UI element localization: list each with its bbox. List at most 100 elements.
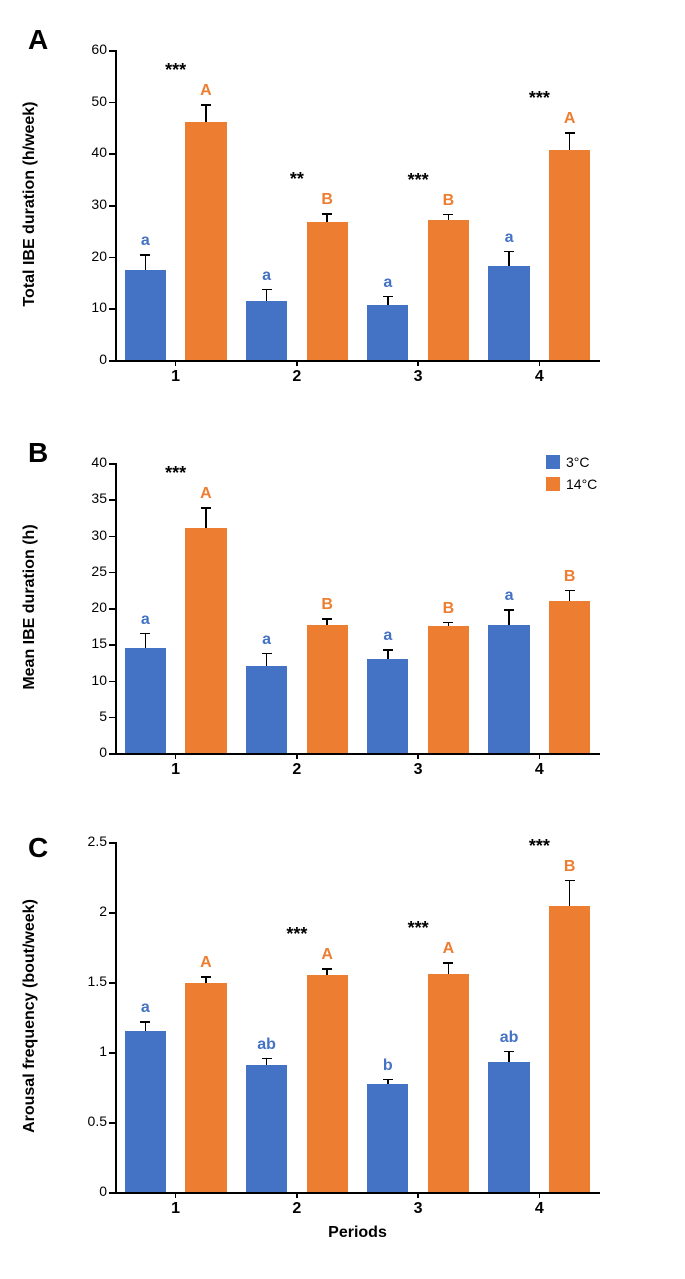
legend-swatch — [546, 477, 560, 491]
significance: *** — [509, 88, 569, 109]
y-tick — [109, 1192, 115, 1194]
errbar — [508, 609, 510, 624]
letter-orange: B — [302, 191, 353, 209]
x-tick — [417, 360, 419, 366]
x-cat-label: 3 — [403, 761, 433, 779]
y-tick — [109, 681, 115, 683]
letter-orange: B — [423, 192, 474, 210]
legend-label: 14°C — [566, 476, 597, 492]
y-axis-label: Mean IBE duration (h) — [21, 462, 39, 752]
x-tick — [539, 753, 541, 759]
errbar — [145, 633, 147, 648]
errcap — [140, 254, 150, 256]
letter-blue: a — [362, 627, 413, 645]
x-tick — [296, 1192, 298, 1198]
y-tick-label: 0.5 — [63, 1113, 107, 1129]
y-axis — [115, 842, 117, 1192]
y-tick-label: 15 — [63, 635, 107, 651]
significance: *** — [509, 836, 569, 857]
bar-blue — [367, 305, 408, 360]
bar-orange — [185, 983, 226, 1192]
letter-orange: B — [302, 596, 353, 614]
y-tick-label: 0 — [63, 351, 107, 367]
letter-blue: a — [241, 631, 292, 649]
letter-blue: ab — [483, 1029, 534, 1047]
errcap — [504, 609, 514, 611]
errbar — [266, 653, 268, 666]
bar-orange — [307, 975, 348, 1192]
significance: *** — [267, 924, 327, 945]
bar-blue — [246, 1065, 287, 1192]
errcap — [383, 1079, 393, 1081]
letter-orange: B — [544, 568, 595, 586]
errbar — [205, 507, 207, 527]
significance: *** — [146, 463, 206, 484]
bar-orange — [185, 528, 226, 753]
y-tick-label: 1 — [63, 1043, 107, 1059]
bar-blue — [246, 666, 287, 753]
y-tick — [109, 912, 115, 914]
bar-orange — [307, 625, 348, 753]
errbar — [569, 132, 571, 150]
legend-label: 3°C — [566, 454, 590, 470]
y-tick-label: 25 — [63, 563, 107, 579]
letter-blue: a — [483, 587, 534, 605]
y-tick-label: 10 — [63, 672, 107, 688]
y-tick — [109, 842, 115, 844]
y-tick — [109, 153, 115, 155]
x-cat-label: 4 — [524, 761, 554, 779]
y-tick — [109, 50, 115, 52]
y-axis-label: Total IBE duration (h/week) — [21, 49, 39, 359]
significance: *** — [388, 170, 448, 191]
significance: *** — [388, 918, 448, 939]
letter-blue: b — [362, 1057, 413, 1075]
y-axis-label: Arousal frequency (bout/week) — [21, 841, 39, 1191]
errcap — [201, 976, 211, 978]
errbar — [145, 254, 147, 270]
x-cat-label: 4 — [524, 1200, 554, 1218]
y-tick-label: 30 — [63, 196, 107, 212]
x-tick — [175, 753, 177, 759]
letter-blue: a — [241, 267, 292, 285]
letter-orange: A — [544, 110, 595, 128]
errbar — [508, 251, 510, 267]
bar-orange — [428, 626, 469, 753]
y-tick — [109, 608, 115, 610]
bar-blue — [488, 1062, 529, 1192]
x-tick — [175, 360, 177, 366]
errbar — [205, 104, 207, 122]
bar-orange — [307, 222, 348, 360]
errcap — [322, 968, 332, 970]
y-tick — [109, 536, 115, 538]
bar-blue — [125, 1031, 166, 1192]
errcap — [322, 213, 332, 215]
bar-blue — [488, 625, 529, 753]
x-cat-label: 1 — [161, 761, 191, 779]
significance: *** — [146, 60, 206, 81]
errcap — [262, 289, 272, 291]
x-cat-label: 4 — [524, 368, 554, 386]
y-tick — [109, 717, 115, 719]
errbar — [569, 880, 571, 907]
y-axis — [115, 50, 117, 360]
errcap — [201, 507, 211, 509]
y-tick-label: 40 — [63, 144, 107, 160]
x-axis — [115, 360, 600, 362]
y-tick — [109, 102, 115, 104]
y-tick-label: 20 — [63, 248, 107, 264]
x-cat-label: 2 — [282, 368, 312, 386]
y-tick-label: 0 — [63, 744, 107, 760]
y-tick-label: 30 — [63, 527, 107, 543]
errcap — [140, 1021, 150, 1023]
bar-blue — [488, 266, 529, 360]
letter-orange: B — [544, 858, 595, 876]
y-tick-label: 60 — [63, 41, 107, 57]
y-tick — [109, 257, 115, 259]
bar-orange — [428, 220, 469, 360]
letter-blue: a — [120, 232, 171, 250]
y-tick-label: 0 — [63, 1183, 107, 1199]
y-tick-label: 40 — [63, 454, 107, 470]
figure: A0102030405060Total IBE duration (h/week… — [0, 0, 685, 1279]
errbar — [508, 1051, 510, 1062]
x-axis-title: Periods — [115, 1224, 600, 1242]
